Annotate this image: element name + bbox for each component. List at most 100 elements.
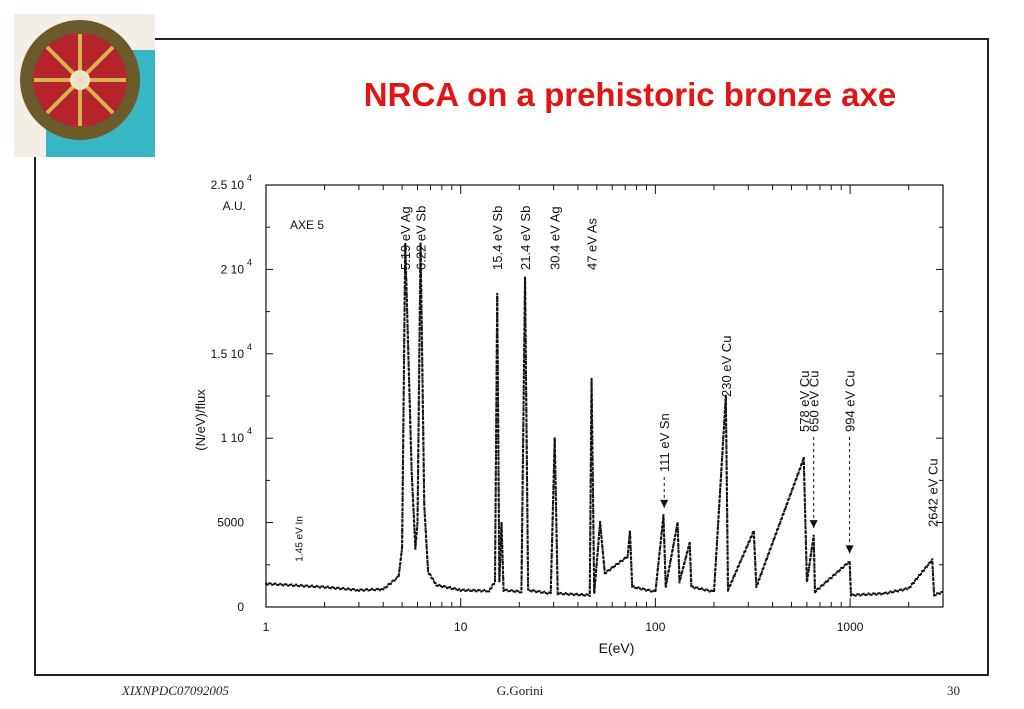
spectrum-point [804, 541, 807, 544]
spectrum-point [589, 505, 592, 508]
spectrum-point [416, 486, 419, 489]
slide-frame [34, 38, 989, 676]
spectrum-point [713, 589, 716, 592]
spectrum-point [598, 534, 601, 537]
peak-label-5: 30.4 eV Ag [548, 206, 563, 270]
spectrum-point [551, 517, 554, 520]
spectrum-point [416, 493, 419, 496]
spectrum-point [418, 310, 421, 313]
spectrum-point [497, 405, 500, 408]
spectrum-point [417, 388, 420, 391]
spectrum-point [325, 586, 328, 589]
spectrum-point [417, 395, 420, 398]
spectrum-point [904, 587, 907, 590]
spectrum-point [402, 443, 405, 446]
spectrum-point [392, 579, 395, 582]
spectrum-point [589, 548, 592, 551]
spectrum-point [524, 337, 527, 340]
spectrum-point [525, 406, 528, 409]
spectrum-point [417, 391, 420, 394]
spectrum-point [524, 279, 527, 282]
spectrum-point [556, 561, 559, 564]
spectrum-point [682, 562, 685, 565]
spectrum-point [498, 574, 501, 577]
spectrum-point [418, 368, 421, 371]
spectrum-point [522, 439, 525, 442]
spectrum-point [402, 390, 405, 393]
spectrum-point [690, 578, 693, 581]
spectrum-point [629, 541, 632, 544]
spectrum-point [497, 409, 500, 412]
spectrum-point [380, 588, 383, 591]
spectrum-point [418, 294, 421, 297]
spectrum-point [414, 542, 417, 545]
spectrum-point [524, 289, 527, 292]
spectrum-point [425, 540, 428, 543]
spectrum-point [401, 475, 404, 478]
spectrum-point [272, 583, 275, 586]
spectrum-point [725, 445, 728, 448]
spectrum-point [583, 594, 586, 597]
spectrum-point [497, 446, 500, 449]
spectrum-point [552, 488, 555, 491]
spectrum-point [441, 586, 444, 589]
spectrum-point [725, 466, 728, 469]
spectrum-point [589, 518, 592, 521]
spectrum-point [410, 466, 413, 469]
spectrum-point [663, 545, 666, 548]
spectrum-point [367, 589, 370, 592]
spectrum-point [521, 476, 524, 479]
spectrum-point [501, 554, 504, 557]
spectrum-point [689, 570, 692, 573]
spectrum-point [525, 471, 528, 474]
spectrum-point [554, 492, 557, 495]
spectrum-point [418, 365, 421, 368]
spectrum-point [588, 564, 591, 567]
spectrum-point [417, 402, 420, 405]
spectrum-point [494, 523, 497, 526]
spectrum-point [624, 556, 627, 559]
spectrum-point [497, 424, 500, 427]
spectrum-point [630, 576, 633, 579]
spectrum-point [495, 437, 498, 440]
spectrum-point [760, 572, 763, 575]
spectrum-point [521, 486, 524, 489]
spectrum-point [673, 537, 676, 540]
spectrum-point [494, 504, 497, 507]
spectrum-point [803, 490, 806, 493]
spectrum-point [402, 413, 405, 416]
spectrum-point [429, 573, 432, 576]
spectrum-point [591, 479, 594, 482]
spectrum-point [525, 409, 528, 412]
spectrum-point [726, 512, 729, 515]
spectrum-point [722, 439, 725, 442]
spectrum-point [409, 415, 412, 418]
spectrum-point [637, 586, 640, 589]
spectrum-point [726, 557, 729, 560]
spectrum-point [880, 593, 883, 596]
spectrum-point [420, 338, 423, 341]
spectrum-point [714, 560, 717, 563]
spectrum-point [746, 545, 749, 548]
spectrum-point [499, 561, 502, 564]
spectrum-point [802, 465, 805, 468]
spectrum-point [596, 557, 599, 560]
spectrum-point [339, 588, 342, 591]
spectrum-point [588, 578, 591, 581]
spectrum-point [496, 368, 499, 371]
spectrum-point [309, 585, 312, 588]
spectrum-point [420, 317, 423, 320]
x-tick-label-2: 100 [645, 620, 665, 634]
spectrum-point [812, 534, 815, 537]
spectrum-point [590, 379, 593, 382]
spectrum-point [470, 589, 473, 592]
spectrum-point [846, 563, 849, 566]
spectrum-point [525, 411, 528, 414]
spectrum-point [629, 551, 632, 554]
spectrum-point [405, 288, 408, 291]
spectrum-point [556, 577, 559, 580]
spectrum-point [600, 532, 603, 535]
spectrum-point [413, 536, 416, 539]
spectrum-point [726, 583, 729, 586]
spectrum-point [553, 446, 556, 449]
